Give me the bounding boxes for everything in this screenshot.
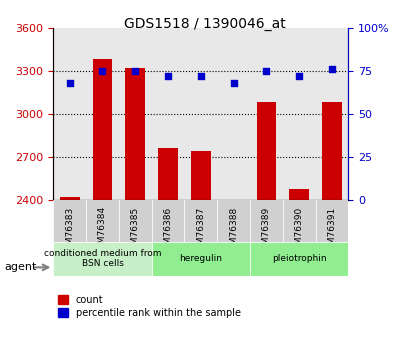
Text: conditioned medium from
BSN cells: conditioned medium from BSN cells: [44, 249, 161, 268]
FancyBboxPatch shape: [315, 200, 348, 242]
Bar: [191, 151, 210, 200]
Text: GSM76383: GSM76383: [65, 206, 74, 256]
Text: GSM76385: GSM76385: [130, 206, 139, 256]
FancyBboxPatch shape: [53, 241, 151, 276]
Text: GSM76386: GSM76386: [163, 206, 172, 256]
Text: GSM76384: GSM76384: [98, 206, 107, 255]
Bar: [321, 102, 341, 200]
Bar: [92, 59, 112, 200]
FancyBboxPatch shape: [249, 241, 348, 276]
Text: heregulin: heregulin: [179, 254, 222, 263]
Bar: [60, 197, 79, 200]
FancyBboxPatch shape: [249, 200, 282, 242]
Text: pleiotrophin: pleiotrophin: [271, 254, 326, 263]
Text: GSM76389: GSM76389: [261, 206, 270, 256]
FancyBboxPatch shape: [53, 200, 86, 242]
Text: GDS1518 / 1390046_at: GDS1518 / 1390046_at: [124, 17, 285, 31]
FancyBboxPatch shape: [151, 241, 249, 276]
Text: GSM76388: GSM76388: [229, 206, 238, 256]
FancyBboxPatch shape: [184, 200, 217, 242]
Point: [99, 68, 106, 73]
Text: agent: agent: [4, 263, 36, 272]
Bar: [125, 68, 145, 200]
Bar: [289, 189, 308, 200]
Point: [230, 80, 236, 86]
FancyBboxPatch shape: [86, 200, 119, 242]
Bar: [256, 102, 276, 200]
Point: [132, 68, 138, 73]
Legend: count, percentile rank within the sample: count, percentile rank within the sample: [58, 295, 240, 318]
Point: [164, 73, 171, 79]
Bar: [158, 148, 178, 200]
Point: [328, 66, 335, 72]
Point: [263, 68, 269, 73]
Text: GSM76391: GSM76391: [327, 206, 336, 256]
FancyBboxPatch shape: [151, 200, 184, 242]
FancyBboxPatch shape: [217, 200, 249, 242]
FancyBboxPatch shape: [119, 200, 151, 242]
Text: GSM76390: GSM76390: [294, 206, 303, 256]
Text: GSM76387: GSM76387: [196, 206, 205, 256]
Point: [197, 73, 204, 79]
Point: [295, 73, 302, 79]
Point: [66, 80, 73, 86]
FancyBboxPatch shape: [282, 200, 315, 242]
